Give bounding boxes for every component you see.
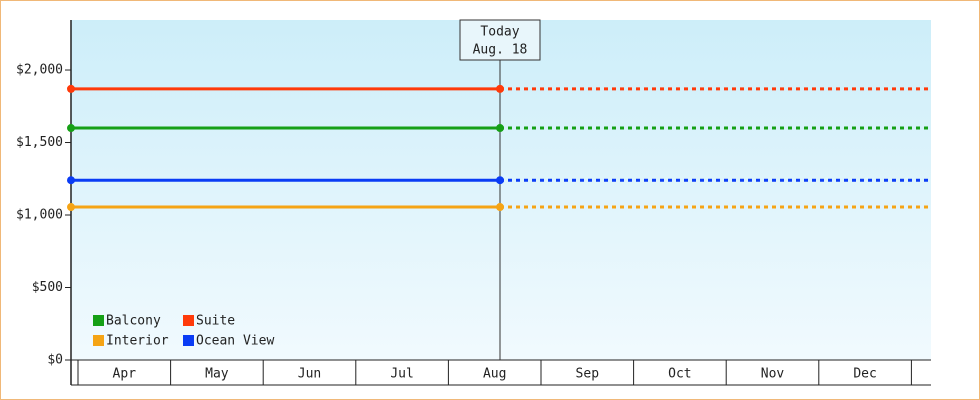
x-tick-label: May: [205, 367, 229, 382]
series-point: [67, 203, 75, 212]
x-tick-label: Apr: [113, 367, 137, 382]
y-tick-label: $1,000: [16, 208, 63, 223]
x-tick-label: Jun: [298, 367, 321, 382]
y-tick-label: $2,000: [16, 63, 63, 78]
today-label: Aug. 18: [473, 43, 528, 58]
y-tick-label: $0: [47, 353, 63, 368]
x-tick-label: Oct: [668, 367, 691, 382]
x-tick-label: Dec: [853, 367, 876, 382]
legend-swatch: [93, 315, 104, 326]
plot-area: [71, 20, 931, 360]
series-point: [67, 176, 75, 185]
legend-label: Ocean View: [196, 334, 274, 349]
x-tick-label: Nov: [761, 367, 785, 382]
legend-swatch: [93, 335, 104, 346]
series-point: [496, 84, 504, 93]
legend-label: Balcony: [106, 314, 161, 329]
legend-label: Suite: [196, 314, 235, 329]
legend-swatch: [183, 315, 194, 326]
today-box: [459, 19, 541, 61]
series-point: [496, 203, 504, 212]
series-point: [67, 84, 75, 93]
series-point: [67, 124, 75, 133]
today-label: Today: [480, 25, 519, 40]
y-tick-label: $1,500: [16, 135, 63, 150]
x-tick-label: Jul: [390, 367, 413, 382]
x-tick-label: Sep: [576, 367, 600, 382]
series-point: [496, 176, 504, 185]
series-point: [496, 124, 504, 133]
x-tick-label: Aug: [483, 367, 506, 382]
legend-swatch: [183, 335, 194, 346]
y-tick-label: $500: [32, 280, 63, 295]
legend-label: Interior: [106, 334, 169, 349]
